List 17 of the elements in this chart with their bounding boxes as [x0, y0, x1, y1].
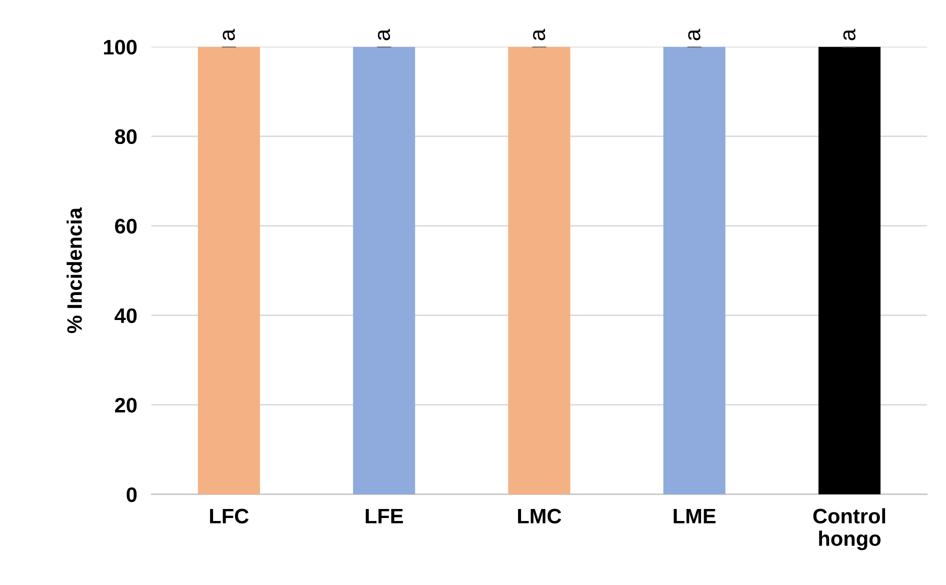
annotation: a	[378, 28, 390, 40]
x-tick-label: LFC	[210, 508, 249, 524]
y-tick-label: 60	[115, 218, 137, 234]
y-tick-label: 80	[114, 129, 137, 144]
x-tick-label: LME	[674, 508, 716, 524]
y-tick-label: 100	[104, 40, 137, 55]
annotation: a	[843, 28, 856, 40]
y-tick-label: 40	[114, 308, 137, 324]
y-axis-title: % Incidencia	[66, 207, 82, 334]
annotation: a	[222, 28, 235, 40]
y-tick-label: 20	[115, 398, 137, 413]
x-tick-label: Control hongo	[813, 508, 886, 550]
x-tick-label: LFE	[366, 508, 403, 524]
annotation: a	[688, 28, 700, 40]
annotation: a	[533, 28, 546, 40]
x-tick-label: LMC	[518, 508, 562, 524]
y-tick-label: 0	[126, 487, 137, 502]
